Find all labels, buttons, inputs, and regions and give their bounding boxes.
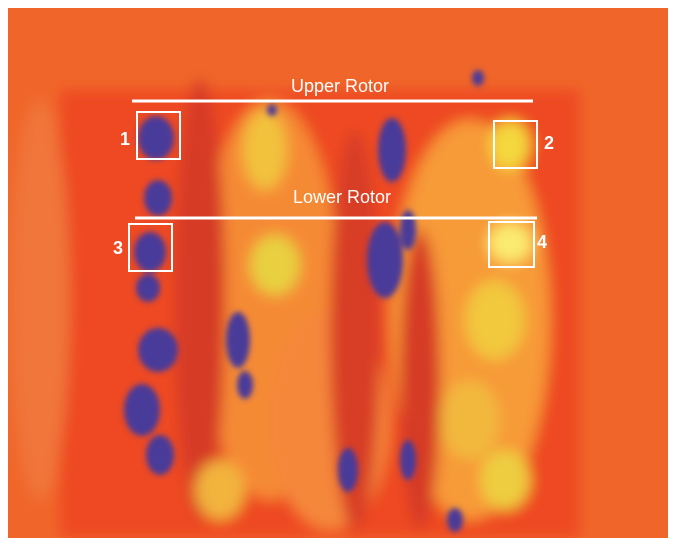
box-label: 2: [544, 133, 554, 153]
rotor-label: Lower Rotor: [293, 187, 391, 207]
image: Upper Rotor Lower Rotor 1 2 3 4: [0, 0, 676, 546]
box-label: 1: [120, 129, 130, 149]
rotor-label: Upper Rotor: [291, 76, 389, 96]
box-label: 3: [113, 238, 123, 258]
box-label: 4: [537, 232, 547, 252]
page: Upper Rotor Lower Rotor 1 2 3 4 (() => {…: [0, 0, 676, 546]
